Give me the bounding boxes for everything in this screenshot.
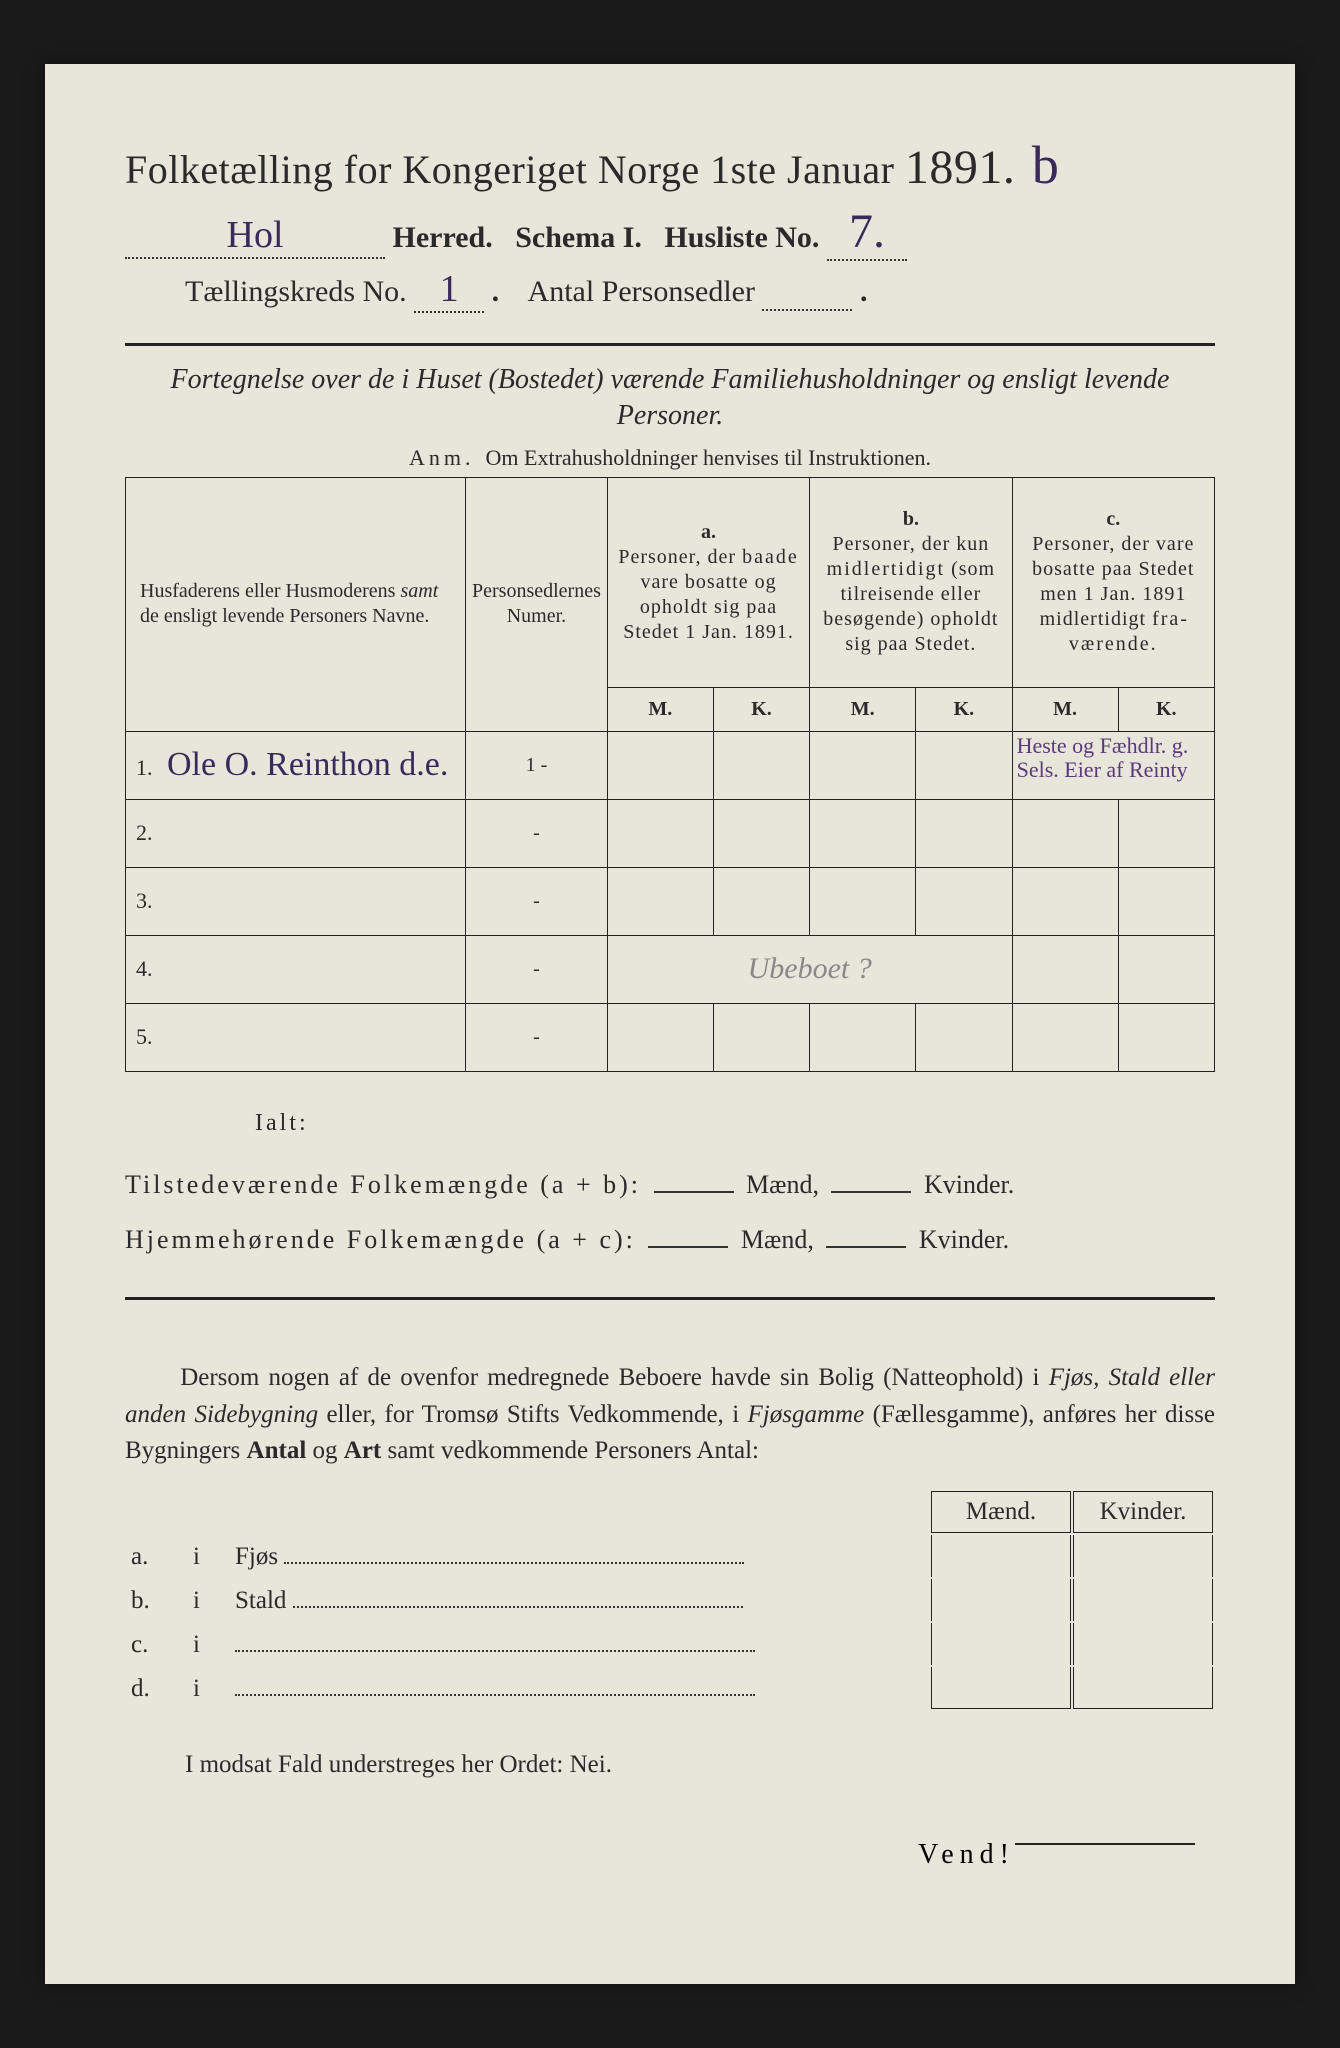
annotation-line: Anm. Om Extrahusholdninger henvises til … xyxy=(125,445,1215,471)
schema-label: Schema I. xyxy=(515,221,642,254)
header-row-3: Tællingskreds No. 1 . Antal Personsedler… xyxy=(125,267,1215,313)
col-name-header: Husfaderens eller Husmode­rens samt de e… xyxy=(140,580,438,627)
ialt-label: Ialt: xyxy=(255,1098,1215,1148)
table-row: 3. - xyxy=(126,867,1215,935)
header-row-2: Hol Herred. Schema I. Husliste No. 7. xyxy=(125,204,1215,261)
tilstede-label: Tilstedeværende Folkemængde (a + b): xyxy=(125,1170,641,1199)
sub-row: d. i xyxy=(127,1667,1213,1709)
hjemme-label: Hjemmehørende Folkemængde (a + c): xyxy=(125,1225,636,1254)
main-table: Husfaderens eller Husmode­rens samt de e… xyxy=(125,477,1215,1072)
col-b-label: b. xyxy=(903,508,919,530)
totals-block: Ialt: Tilstedeværende Folkemængde (a + b… xyxy=(125,1098,1215,1268)
census-form-page: Folketælling for Kongeriget Norge 1ste J… xyxy=(45,64,1295,1984)
sub-row: a. i Fjøs xyxy=(127,1535,1213,1577)
herred-handwritten: Hol xyxy=(227,213,284,257)
col-c-k: K. xyxy=(1118,687,1214,731)
title-year: 1891. xyxy=(905,141,1016,194)
col-a-text: Personer, der baade vare bo­satte og oph… xyxy=(618,546,798,643)
table-row: 1. Ole O. Reinthon d.e. 1 - Heste og Fæh… xyxy=(126,731,1215,799)
sub-row: b. i Stald xyxy=(127,1579,1213,1621)
sub-table: Mænd. Kvinder. a. i Fjøs b. i Stald c. i… xyxy=(125,1489,1215,1711)
row1-num: 1 - xyxy=(466,731,608,799)
kreds-label: Tællingskreds No. xyxy=(185,275,407,308)
col-a-k: K. xyxy=(713,687,809,731)
table-row: 4. - Ubeboet ? xyxy=(126,935,1215,1003)
col-num-header: Personsedlernes Numer. xyxy=(466,477,608,731)
col-a-label: a. xyxy=(701,521,716,543)
anm-label: Anm. xyxy=(409,445,475,470)
nei-line: I modsat Fald understreges her Ordet: Ne… xyxy=(125,1751,1215,1779)
table-row: 5. - xyxy=(126,1003,1215,1071)
sub-kvinder-header: Kvinder. xyxy=(1073,1491,1213,1533)
paragraph: Dersom nogen af de ovenfor medregnede Be… xyxy=(125,1360,1215,1469)
row1-note: Heste og Fæhdlr. g. Sels. Eier af Reinty xyxy=(1017,734,1210,782)
vend-label: Vend! xyxy=(125,1839,1215,1871)
col-b-m: M. xyxy=(810,687,916,731)
col-a-m: M. xyxy=(607,687,713,731)
col-c-text: Personer, der vare bosatte paa Stedet me… xyxy=(1032,533,1194,655)
husliste-no-handwritten: 7. xyxy=(849,204,885,259)
anm-text: Om Extrahusholdninger henvises til Instr… xyxy=(486,445,931,470)
title-line: Folketælling for Kongeriget Norge 1ste J… xyxy=(125,134,1215,196)
col-c-label: c. xyxy=(1106,508,1120,530)
table-row: 2. - xyxy=(126,799,1215,867)
title-suffix-handwritten: b xyxy=(1032,134,1060,196)
sub-row: c. i xyxy=(127,1623,1213,1665)
col-b-text: Personer, der kun midler­tidigt (som til… xyxy=(823,533,998,655)
title-main: Folketælling for Kongeriget Norge 1ste J… xyxy=(125,147,894,192)
sub-maend-header: Mænd. xyxy=(931,1491,1071,1533)
kreds-no-handwritten: 1 xyxy=(440,267,459,311)
row4-faint: Ubeboet ? xyxy=(748,952,872,985)
col-b-k: K. xyxy=(916,687,1012,731)
herred-label: Herred. xyxy=(393,221,493,254)
col-c-m: M. xyxy=(1012,687,1118,731)
divider xyxy=(125,343,1215,346)
row1-name: Ole O. Reinthon d.e. xyxy=(167,746,448,784)
subtitle: Fortegnelse over de i Huset (Bostedet) v… xyxy=(125,362,1215,435)
antal-label: Antal Personsedler xyxy=(528,275,755,308)
husliste-label: Husliste No. xyxy=(664,221,819,254)
divider xyxy=(125,1297,1215,1300)
